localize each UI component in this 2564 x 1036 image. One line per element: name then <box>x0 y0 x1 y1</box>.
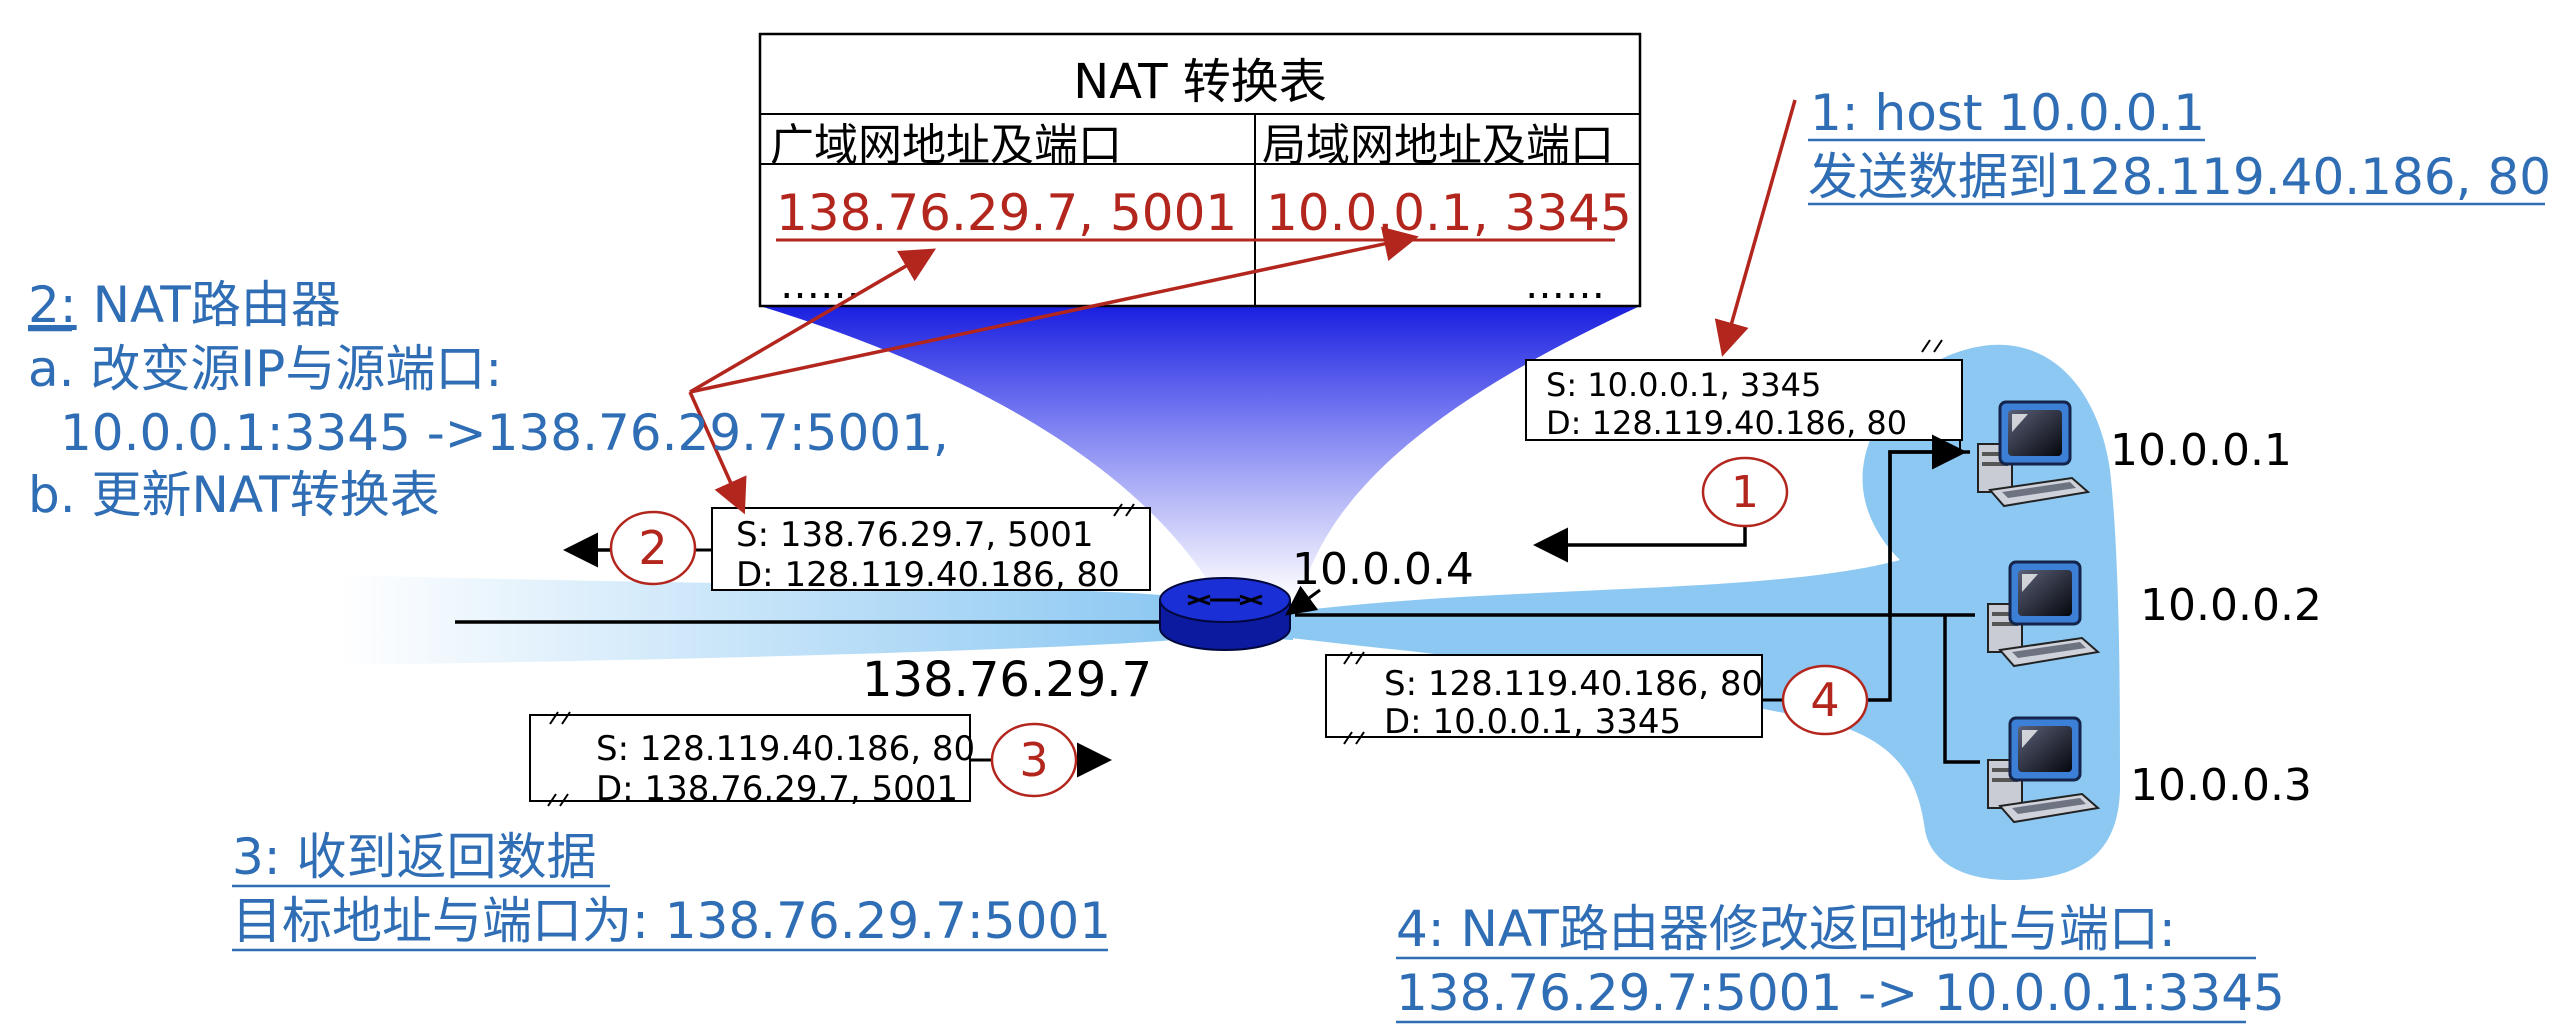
nat-table-title: NAT 转换表 <box>1073 54 1327 110</box>
packet-4: S: 128.119.40.186, 80 D: 10.0.0.1, 3345 <box>1325 651 1763 745</box>
svg-text:3: 3 <box>1019 733 1048 787</box>
step-3-marker: 3 <box>990 722 1078 798</box>
step-4-marker: 4 <box>1781 664 1869 736</box>
nat-wan-pointer-arrow <box>689 248 937 394</box>
step-2-line1: 2: NAT路由器 <box>28 276 341 334</box>
host2-address: 10.0.0.2 <box>2140 580 2322 631</box>
nat-row-wan-value: 138.76.29.7, 5001 <box>776 184 1237 242</box>
nat-table: NAT 转换表 广域网地址及端口 局域网地址及端口 138.76.29.7, 5… <box>758 32 1642 308</box>
step-3-line1: 3: 收到返回数据 <box>232 828 597 886</box>
step-2-line-a: a. 改变源IP与源端口: <box>28 340 502 398</box>
router-wan-address: 138.76.29.7 <box>862 652 1152 708</box>
packet-2-dst: D: 128.119.40.186, 80 <box>736 555 1120 595</box>
step-2-marker: 2 <box>609 510 697 586</box>
step-1-line2: 发送数据到128.119.40.186, 80 <box>1808 148 2551 206</box>
router-icon[interactable] <box>1159 577 1291 651</box>
nat-ellipsis-right: …… <box>1525 262 1605 308</box>
packet-4-dst: D: 10.0.0.1, 3345 <box>1384 702 1681 742</box>
step-3-line2: 目标地址与端口为: 138.76.29.7:5001 <box>232 892 1111 950</box>
svg-text:2: 2 <box>638 521 667 575</box>
step-4-line2: 138.76.29.7:5001 -> 10.0.0.1:3345 <box>1396 964 2285 1022</box>
step-1-line1: 1: host 10.0.0.1 <box>1810 84 2205 142</box>
packet-3-src: S: 128.119.40.186, 80 <box>596 729 975 769</box>
packet-1-dst: D: 128.119.40.186, 80 <box>1546 404 1907 442</box>
step-2-line-a-detail: 10.0.0.1:3345 ->138.76.29.7:5001, <box>60 404 949 462</box>
host3-address: 10.0.0.3 <box>2130 760 2312 811</box>
packet-2: S: 138.76.29.7, 5001 D: 128.119.40.186, … <box>711 503 1151 595</box>
packet-1: S: 10.0.0.1, 3345 D: 128.119.40.186, 80 <box>1525 339 1963 442</box>
nat-col-lan-header: 局域网地址及端口 <box>1262 120 1614 171</box>
nat-col-wan-header: 广域网地址及端口 <box>770 120 1122 171</box>
step-4-note: 4: NAT路由器修改返回地址与端口: 138.76.29.7:5001 -> … <box>1396 900 2285 1024</box>
nat-row-lan-value: 10.0.0.1, 3345 <box>1266 184 1632 242</box>
lan-cloud <box>1290 344 2120 880</box>
step-3-note: 3: 收到返回数据 目标地址与端口为: 138.76.29.7:5001 <box>232 828 1111 952</box>
router-lan-address: 10.0.0.4 <box>1292 544 1474 595</box>
packet-4-src: S: 128.119.40.186, 80 <box>1384 664 1763 704</box>
packet2-pointer-arrow <box>688 391 747 515</box>
packet-2-src: S: 138.76.29.7, 5001 <box>736 515 1093 555</box>
step-4-line1: 4: NAT路由器修改返回地址与端口: <box>1396 900 2176 958</box>
step-1-marker: 1 <box>1701 456 1789 528</box>
nat-table-funnel <box>760 306 1640 600</box>
packet-4-direction <box>1868 434 1967 702</box>
router-lan-pointer <box>1285 585 1321 616</box>
packet-3: S: 128.119.40.186, 80 D: 138.76.29.7, 50… <box>529 711 975 809</box>
step1-pointer-arrow <box>1714 99 1797 357</box>
svg-text:1: 1 <box>1731 467 1759 518</box>
packet-1-src: S: 10.0.0.1, 3345 <box>1546 366 1821 404</box>
nat-lan-pointer-arrow <box>689 226 1419 394</box>
packet-3-dst: D: 138.76.29.7, 5001 <box>596 769 958 809</box>
step-2-note: 2: NAT路由器 a. 改变源IP与源端口: 10.0.0.1:3345 ->… <box>28 276 949 524</box>
host1-address: 10.0.0.1 <box>2110 425 2292 476</box>
svg-text:4: 4 <box>1810 673 1839 727</box>
wan-band <box>340 575 1175 665</box>
step-1-note: 1: host 10.0.0.1 发送数据到128.119.40.186, 80 <box>1808 84 2551 206</box>
step-2-line-b: b. 更新NAT转换表 <box>28 466 440 524</box>
lan-branch-host3 <box>1943 615 1980 764</box>
